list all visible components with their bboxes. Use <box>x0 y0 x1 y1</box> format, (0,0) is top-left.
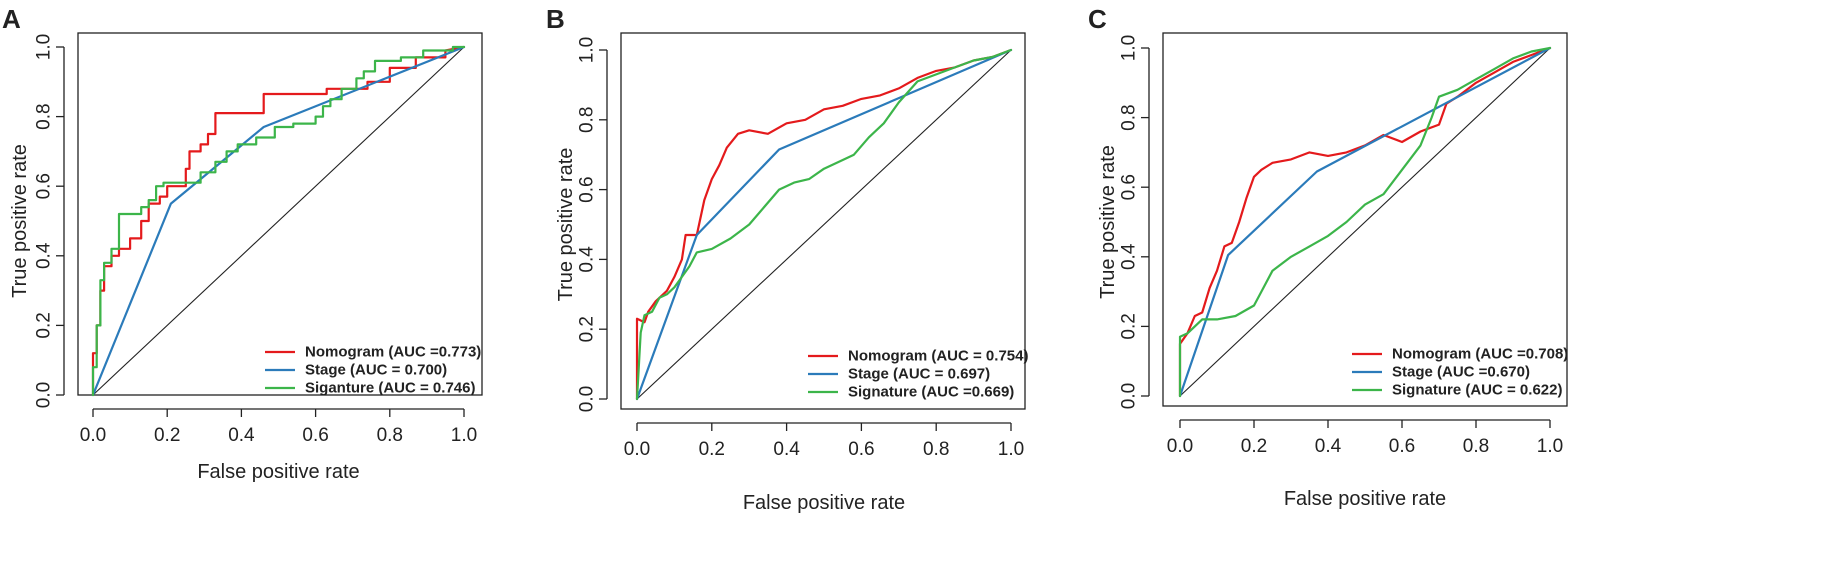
plot-frame <box>620 32 1026 410</box>
legend-entry-label: Nomogram (AUC = 0.754) <box>848 348 1028 365</box>
x-tick-label: 0.6 <box>848 439 874 460</box>
y-tick-label: 0.0 <box>34 382 55 408</box>
x-axis-title: False positive rate <box>743 492 905 514</box>
legend: Nomogram (AUC =0.773)Stage (AUC = 0.700)… <box>265 344 481 397</box>
series-line-3 <box>635 48 1013 401</box>
series-line-2 <box>91 45 466 397</box>
y-tick-label: 0.8 <box>34 103 55 129</box>
x-tick-label: 1.0 <box>1537 436 1563 457</box>
plot-frame <box>1162 32 1568 407</box>
legend: Nomogram (AUC =0.708)Stage (AUC =0.670)S… <box>1352 346 1568 399</box>
legend-entry-label: Nomogram (AUC =0.773) <box>305 344 481 361</box>
x-tick-label: 0.0 <box>1167 436 1193 457</box>
x-tick-label: 0.4 <box>1315 436 1342 457</box>
x-tick-label: 0.8 <box>1463 436 1489 457</box>
y-tick-label: 0.4 <box>34 242 55 269</box>
legend-entry-label: Stage (AUC =0.670) <box>1392 364 1530 381</box>
legend: Nomogram (AUC = 0.754)Stage (AUC = 0.697… <box>808 348 1028 401</box>
y-tick-label: 0.6 <box>1119 174 1140 200</box>
x-tick-label: 0.6 <box>1389 436 1415 457</box>
panel-label: B <box>546 4 565 34</box>
legend-entry-label: Nomogram (AUC =0.708) <box>1392 346 1568 363</box>
reference-diagonal-line <box>92 46 465 396</box>
series-line-3 <box>91 45 466 397</box>
y-axis-title: True positive rate <box>555 148 577 302</box>
series-line-3 <box>1178 46 1552 398</box>
y-tick-label: 0.2 <box>577 316 598 342</box>
reference-diagonal-line <box>636 49 1012 400</box>
panel-label: A <box>2 4 21 34</box>
y-tick-label: 0.0 <box>577 386 598 412</box>
x-axis-title: False positive rate <box>197 461 359 483</box>
legend-entry-label: Stage (AUC = 0.700) <box>305 362 447 379</box>
y-tick-label: 0.6 <box>34 173 55 199</box>
series-line-1 <box>91 45 466 397</box>
panel-label: C <box>1088 4 1107 34</box>
x-tick-label: 0.8 <box>923 439 949 460</box>
y-tick-label: 0.2 <box>34 312 55 338</box>
x-tick-label: 1.0 <box>998 439 1024 460</box>
series-line-2 <box>635 48 1013 401</box>
x-tick-label: 0.0 <box>624 439 650 460</box>
roc-panel-a: A 0.0 0.2 0.4 0.6 0.8 1.0 False positive rate 0.… <box>2 4 483 483</box>
x-tick-label: 0.2 <box>699 439 725 460</box>
y-axis-title: True positive rate <box>9 144 31 298</box>
y-tick-label: 0.2 <box>1119 313 1140 339</box>
y-tick-label: 0.8 <box>1119 104 1140 130</box>
y-tick-label: 0.0 <box>1119 383 1140 409</box>
roc-panel-b: B 0.0 0.2 0.4 0.6 0.8 1.0 False positive rate 0.… <box>546 4 1028 514</box>
y-tick-label: 0.4 <box>577 246 598 273</box>
legend-entry-label: Siganture (AUC = 0.746) <box>305 380 475 397</box>
roc-panel-c: C 0.0 0.2 0.4 0.6 0.8 1.0 False positive rate 0.… <box>1088 4 1568 510</box>
x-tick-label: 0.8 <box>377 425 403 446</box>
x-tick-label: 0.0 <box>80 425 106 446</box>
y-tick-label: 1.0 <box>1119 35 1140 61</box>
x-tick-label: 0.4 <box>773 439 800 460</box>
x-tick-label: 0.6 <box>302 425 328 446</box>
legend-entry-label: Stage (AUC = 0.697) <box>848 366 990 383</box>
y-tick-label: 0.4 <box>1119 243 1140 270</box>
y-axis-title: True positive rate <box>1097 145 1119 299</box>
y-tick-label: 0.8 <box>577 107 598 133</box>
x-tick-label: 1.0 <box>451 425 477 446</box>
x-tick-label: 0.2 <box>1241 436 1267 457</box>
legend-entry-label: Signature (AUC =0.669) <box>848 384 1014 401</box>
plot-frame <box>77 32 483 396</box>
y-tick-label: 0.6 <box>577 176 598 202</box>
y-tick-label: 1.0 <box>577 37 598 63</box>
x-tick-label: 0.2 <box>154 425 180 446</box>
series-line-1 <box>635 48 1013 401</box>
y-tick-label: 1.0 <box>34 34 55 60</box>
x-axis-title: False positive rate <box>1284 488 1446 510</box>
reference-diagonal-line <box>1179 47 1551 397</box>
legend-entry-label: Signature (AUC = 0.622) <box>1392 382 1562 399</box>
x-tick-label: 0.4 <box>228 425 255 446</box>
